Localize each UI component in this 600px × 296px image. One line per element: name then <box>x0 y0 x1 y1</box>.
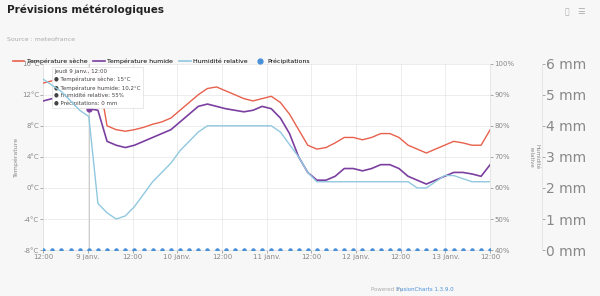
Point <box>312 248 322 252</box>
Point <box>449 248 458 252</box>
Text: ⤢: ⤢ <box>564 7 569 16</box>
Point <box>431 248 440 252</box>
Point <box>349 248 358 252</box>
Point <box>221 248 230 252</box>
Point <box>38 248 48 252</box>
Point <box>367 248 376 252</box>
Point <box>403 248 413 252</box>
Point <box>239 248 248 252</box>
Point <box>340 248 349 252</box>
Point <box>458 248 467 252</box>
Y-axis label: Humidité
relative: Humidité relative <box>529 144 539 169</box>
Text: Prévisions métérologiques: Prévisions métérologiques <box>7 4 164 15</box>
Point <box>112 248 121 252</box>
Legend: Température sèche, Température humide, Humidité relative, Précipitations: Température sèche, Température humide, H… <box>10 56 313 66</box>
Point <box>467 248 477 252</box>
Point <box>285 248 295 252</box>
Point <box>157 248 167 252</box>
Point <box>321 248 331 252</box>
Point <box>331 248 340 252</box>
Point <box>203 248 212 252</box>
Point <box>230 248 239 252</box>
Text: Powered by: Powered by <box>371 287 404 292</box>
Point <box>303 248 313 252</box>
Point <box>166 248 176 252</box>
Point <box>102 248 112 252</box>
Point <box>294 248 304 252</box>
Point <box>358 248 367 252</box>
Text: Jeudi 9 janv., 12:00
● Température sèche: 15°C
● Température humide: 10,2°C
● Hu: Jeudi 9 janv., 12:00 ● Température sèche… <box>55 69 141 106</box>
Point <box>376 248 386 252</box>
Point <box>485 248 495 252</box>
Point <box>266 248 276 252</box>
Point <box>56 248 66 252</box>
Point <box>385 248 395 252</box>
Point <box>422 248 431 252</box>
Point <box>121 248 130 252</box>
Point <box>75 248 85 252</box>
Point <box>193 248 203 252</box>
Point <box>93 248 103 252</box>
Text: ☰: ☰ <box>577 7 585 16</box>
Point <box>84 248 94 252</box>
Point <box>476 248 486 252</box>
Point <box>394 248 404 252</box>
Point <box>184 248 194 252</box>
Text: Source : meteofrance: Source : meteofrance <box>7 37 75 42</box>
Point <box>257 248 267 252</box>
Point <box>130 248 139 252</box>
Y-axis label: Température: Température <box>14 137 19 177</box>
Point <box>47 248 57 252</box>
Point <box>212 248 221 252</box>
Point <box>412 248 422 252</box>
Point <box>148 248 157 252</box>
Point <box>275 248 285 252</box>
Point <box>175 248 185 252</box>
Point <box>440 248 449 252</box>
Text: FusionCharts 1.3.9.0: FusionCharts 1.3.9.0 <box>397 287 453 292</box>
Point <box>248 248 258 252</box>
Point <box>139 248 148 252</box>
Point <box>66 248 76 252</box>
